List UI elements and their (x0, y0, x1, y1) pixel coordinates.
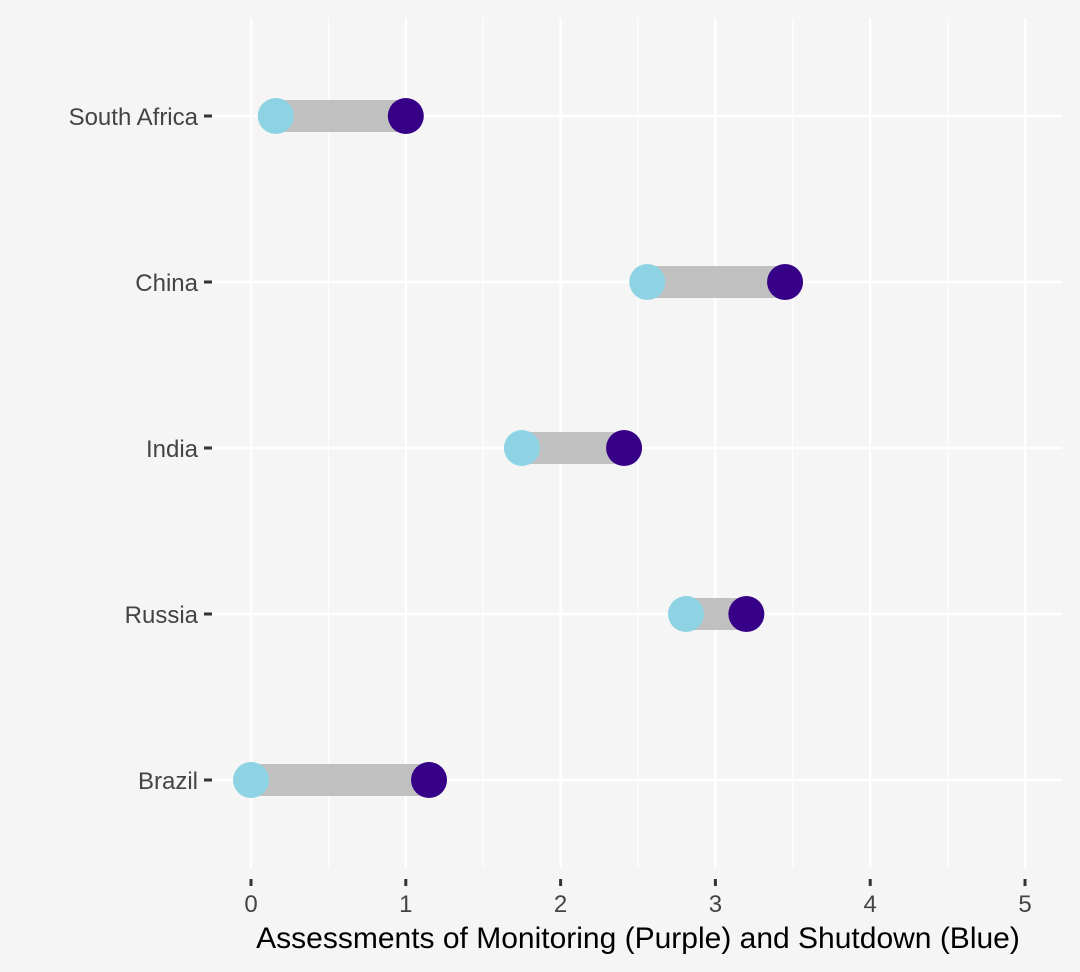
monitoring-point (728, 596, 765, 632)
x-tick-label: 0 (244, 891, 257, 918)
y-tick-label: Brazil (138, 768, 198, 795)
points (233, 98, 804, 798)
shutdown-point (257, 98, 294, 134)
x-tick-label: 2 (554, 891, 567, 918)
monitoring-point (606, 430, 643, 466)
x-tick-label: 5 (1018, 891, 1031, 918)
y-axis: South Africa China India Russia Brazil (69, 104, 212, 795)
shutdown-point (667, 596, 704, 632)
y-tick-label: South Africa (69, 104, 199, 131)
shutdown-point (629, 264, 666, 300)
shutdown-point (233, 762, 269, 798)
monitoring-point (387, 98, 424, 134)
x-axis: 0 1 2 3 4 5 (244, 879, 1032, 918)
x-tick-label: 3 (709, 891, 722, 918)
monitoring-point (411, 762, 448, 798)
x-tick-label: 1 (399, 891, 412, 918)
y-tick-label: China (135, 270, 198, 297)
y-tick-label: Russia (125, 602, 199, 629)
monitoring-point (767, 264, 804, 300)
shutdown-point (503, 430, 540, 466)
y-tick-label: India (146, 436, 199, 463)
x-axis-title: Assessments of Monitoring (Purple) and S… (256, 922, 1020, 955)
x-tick-label: 4 (864, 891, 877, 918)
